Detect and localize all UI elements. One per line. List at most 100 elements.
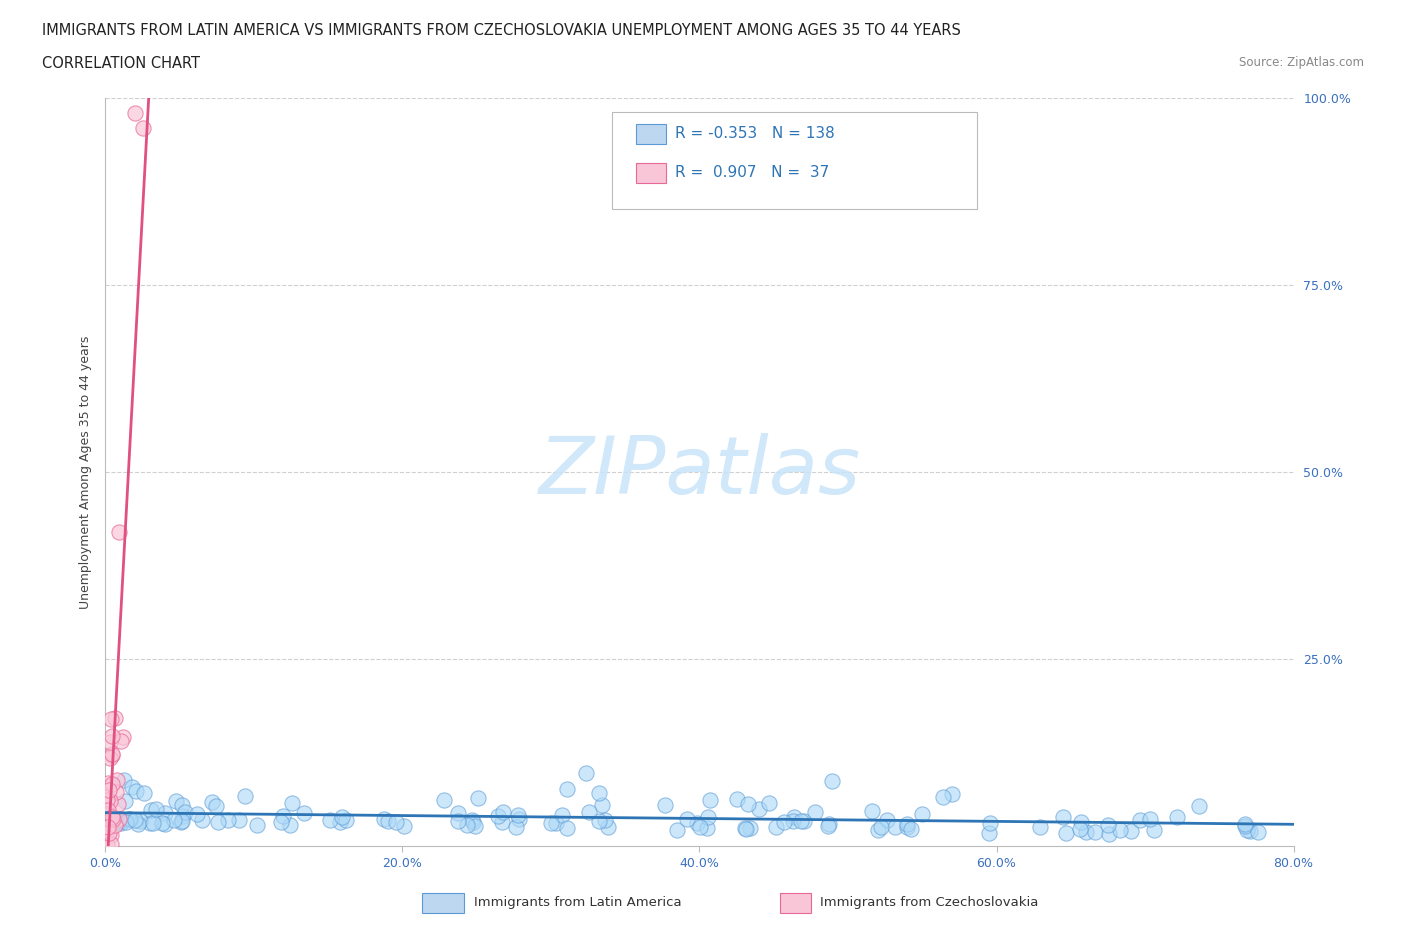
Point <box>100 751 122 765</box>
Point <box>540 816 562 830</box>
Point <box>100 711 122 726</box>
Text: R =  0.907   N =  37: R = 0.907 N = 37 <box>675 166 830 180</box>
Point <box>1233 818 1256 833</box>
Point <box>96 838 118 853</box>
Point <box>153 817 176 831</box>
Point <box>335 813 357 828</box>
Point <box>1139 812 1161 827</box>
Point <box>1074 824 1097 839</box>
Point <box>588 786 610 801</box>
Point <box>1054 826 1077 841</box>
Point <box>142 816 165 830</box>
Point <box>105 773 128 788</box>
Point <box>1239 824 1261 839</box>
Point <box>883 819 905 834</box>
Point <box>758 796 780 811</box>
Point <box>979 816 1001 830</box>
Point <box>686 816 709 830</box>
Point <box>101 777 124 791</box>
Point <box>101 810 124 825</box>
Point <box>941 787 963 802</box>
Point <box>114 793 136 808</box>
Point <box>108 812 131 827</box>
Point <box>654 798 676 813</box>
Point <box>97 826 120 841</box>
Point <box>544 816 567 830</box>
Point <box>689 819 711 834</box>
Point <box>467 790 489 805</box>
Point <box>1247 825 1270 840</box>
Point <box>1097 817 1119 832</box>
Point <box>588 814 610 829</box>
Point <box>155 806 177 821</box>
Point <box>464 818 486 833</box>
Point <box>817 818 839 833</box>
Point <box>104 817 127 832</box>
Point <box>97 814 120 829</box>
Point <box>1029 819 1052 834</box>
Point <box>1070 815 1092 830</box>
Point <box>96 792 118 807</box>
Point <box>107 796 129 811</box>
Point <box>107 525 129 539</box>
Point <box>165 794 187 809</box>
Point <box>97 803 120 817</box>
Point <box>150 816 173 830</box>
Point <box>392 819 415 834</box>
Point <box>1119 824 1142 839</box>
Point <box>596 819 619 834</box>
Point <box>110 813 132 828</box>
Point <box>96 807 118 822</box>
Point <box>110 816 132 830</box>
Point <box>696 820 718 835</box>
Point <box>97 820 120 835</box>
Point <box>201 794 224 809</box>
Point <box>1188 799 1211 814</box>
Point <box>98 812 121 827</box>
Point <box>139 816 162 830</box>
Point <box>505 820 527 835</box>
Point <box>740 820 762 835</box>
Point <box>217 813 239 828</box>
Point <box>124 105 146 120</box>
Point <box>1108 823 1130 838</box>
Point <box>127 817 149 831</box>
Point <box>373 811 395 826</box>
Point <box>191 813 214 828</box>
Point <box>804 804 827 819</box>
Point <box>332 810 354 825</box>
Point <box>735 822 758 837</box>
Point <box>124 813 146 828</box>
Point <box>876 813 898 828</box>
Point <box>486 809 509 824</box>
Point <box>578 804 600 819</box>
Point <box>748 801 770 816</box>
Point <box>860 804 883 818</box>
Point <box>696 810 718 825</box>
Point <box>205 799 228 814</box>
Point <box>105 814 128 829</box>
Point <box>145 802 167 817</box>
Point <box>121 779 143 794</box>
Point <box>783 809 806 824</box>
Point <box>97 826 120 841</box>
Text: Immigrants from Latin America: Immigrants from Latin America <box>474 896 682 909</box>
Point <box>100 827 122 842</box>
Point <box>228 813 250 828</box>
Point <box>734 820 756 835</box>
Point <box>977 825 1000 840</box>
Point <box>100 748 122 763</box>
Point <box>270 815 292 830</box>
Point <box>271 808 294 823</box>
Point <box>1069 822 1091 837</box>
Point <box>100 812 122 827</box>
Point <box>1129 813 1152 828</box>
Point <box>101 746 124 761</box>
Point <box>246 817 269 832</box>
Point <box>666 822 689 837</box>
Point <box>101 811 124 826</box>
Point <box>699 792 721 807</box>
Point <box>492 804 515 819</box>
Point <box>207 815 229 830</box>
Point <box>174 805 197 820</box>
